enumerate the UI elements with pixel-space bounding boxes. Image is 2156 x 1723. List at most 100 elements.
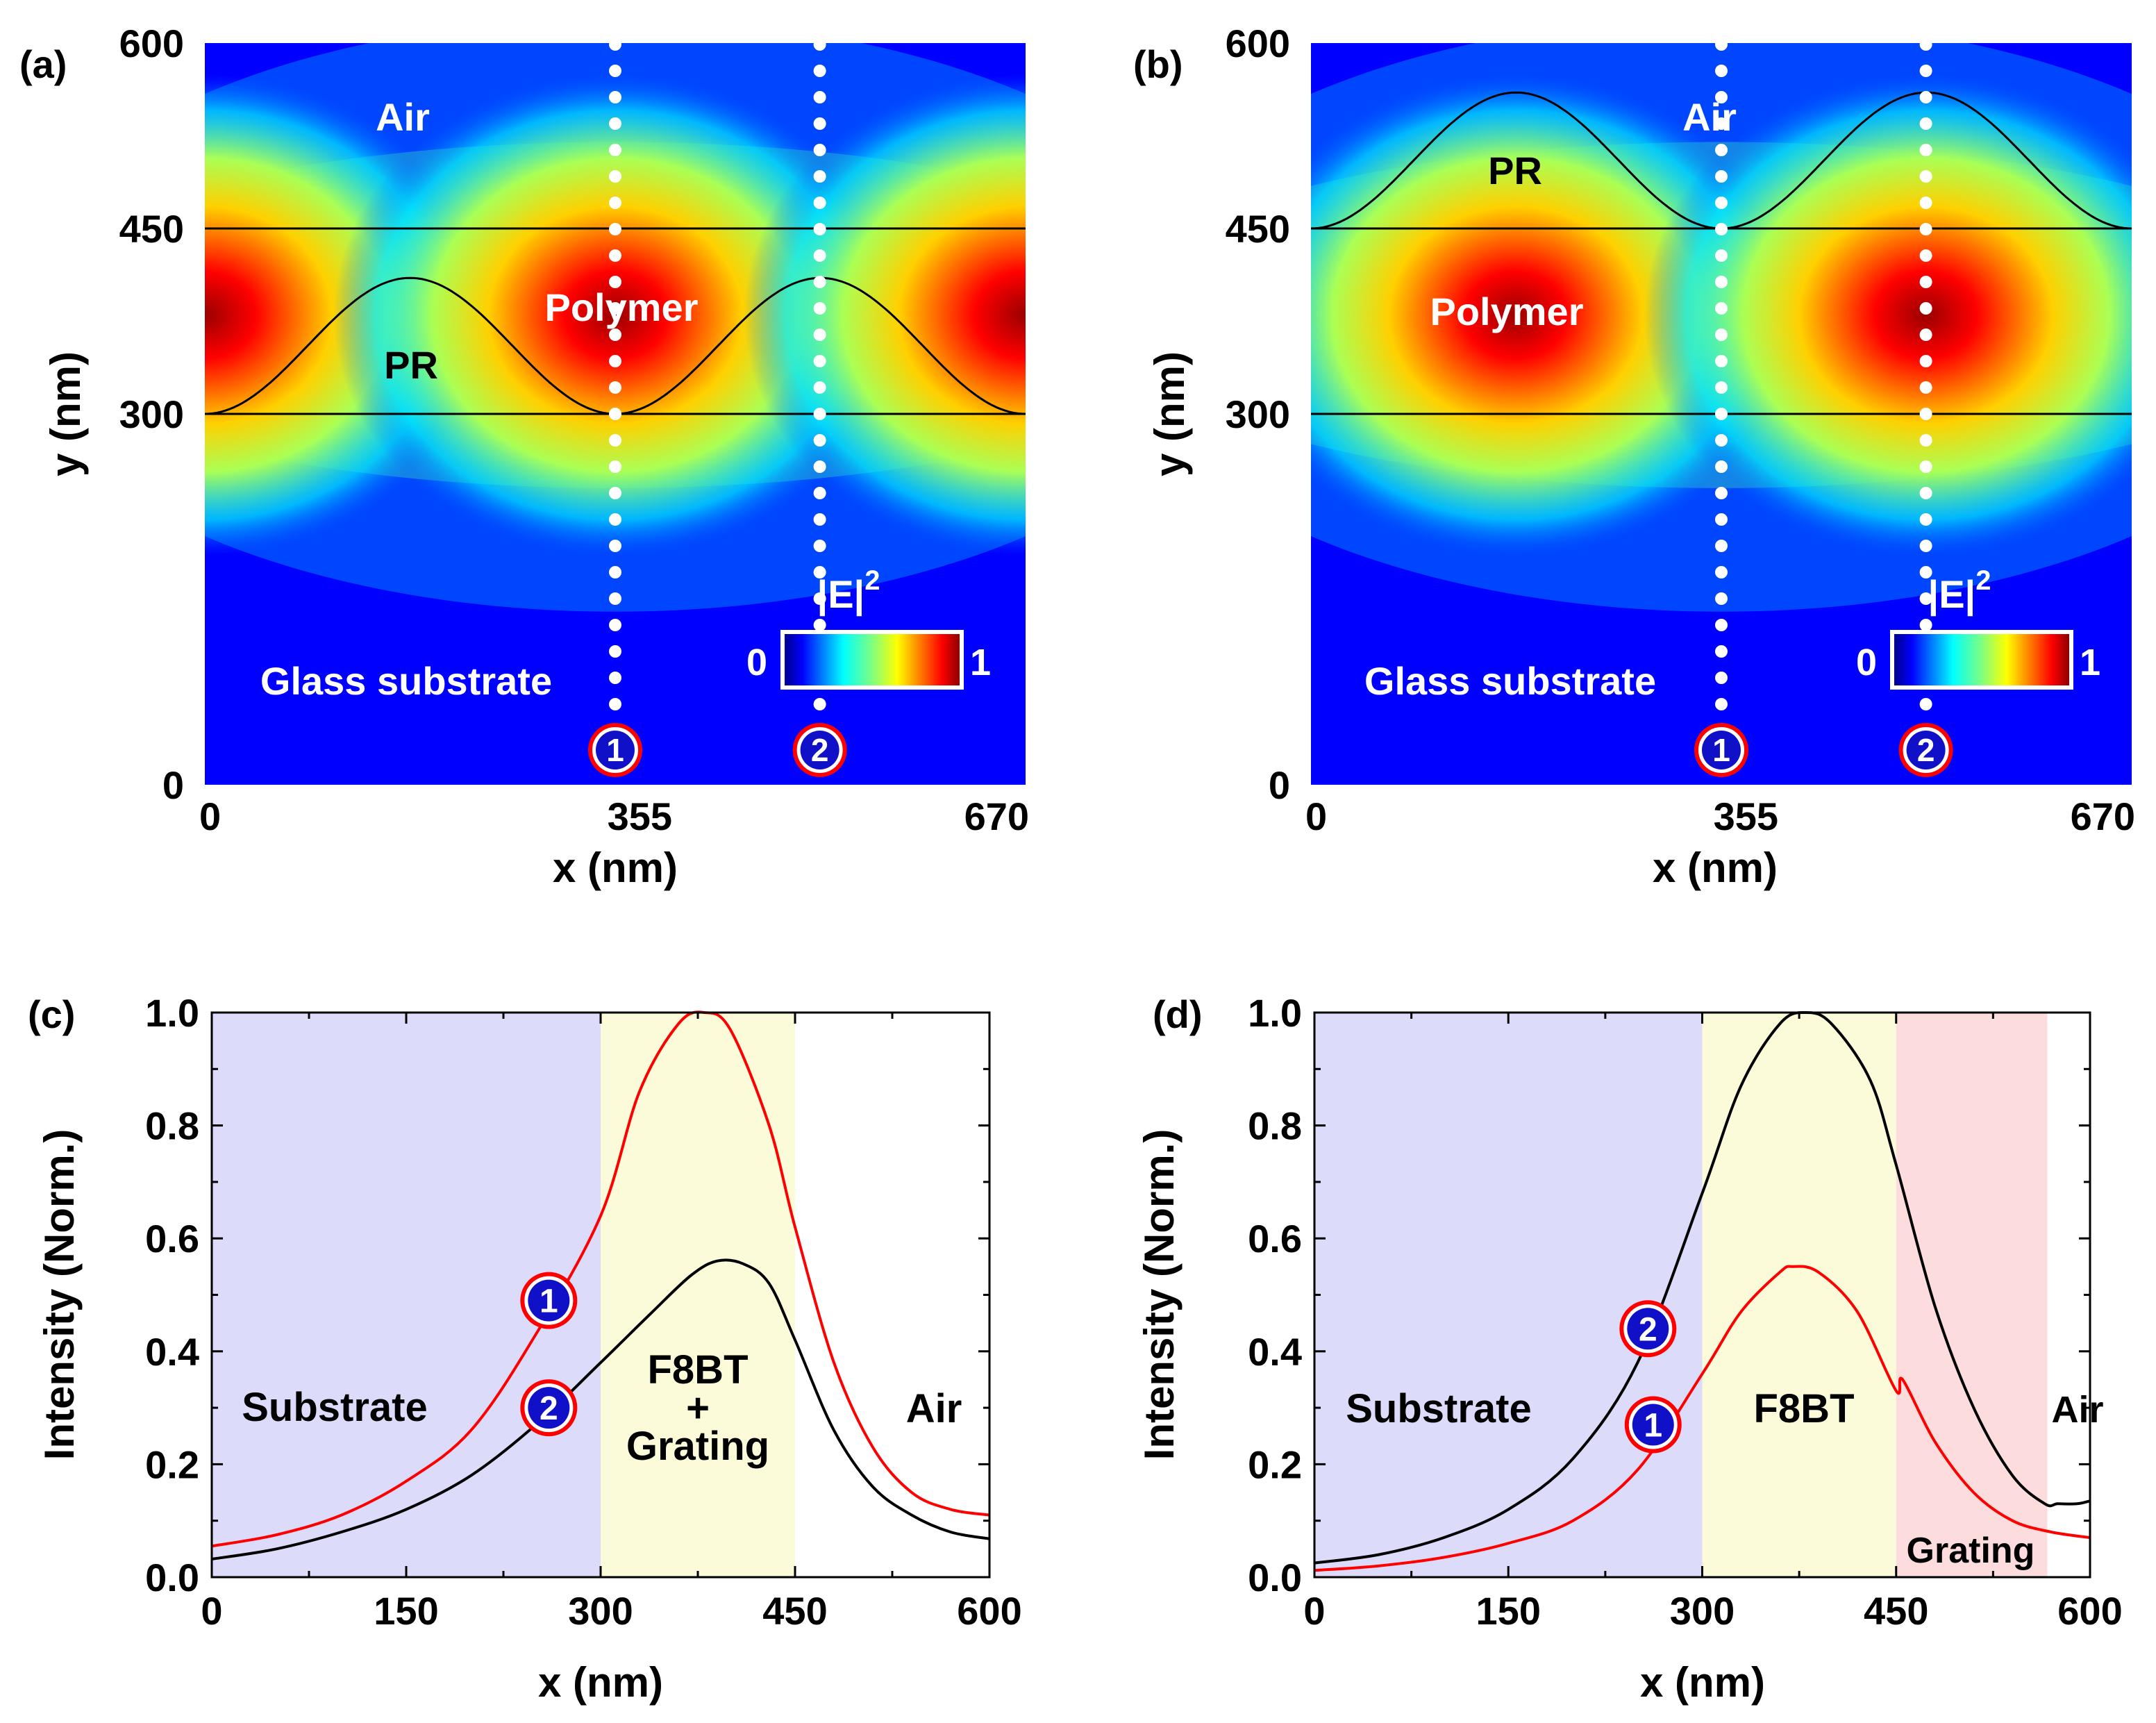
marker-disc: [1702, 731, 1741, 769]
x-tick-label: 450: [1864, 1589, 1928, 1633]
x-tick-label: 600: [2057, 1589, 2122, 1633]
cut-line-dots: [1715, 38, 1932, 710]
cut-line-dot: [609, 672, 621, 684]
y-tick-label: 0.8: [145, 1104, 199, 1148]
colorbar-title: |E|2: [1928, 565, 1991, 617]
cut-line-dot: [1919, 408, 1932, 420]
cut-line-dot: [813, 65, 826, 77]
region-band: [2047, 1013, 2090, 1577]
region-label-substrate: Substrate: [1346, 1386, 1532, 1431]
y-tick-label: 1.0: [1248, 991, 1302, 1035]
field-lobe: [1311, 74, 1798, 556]
cut-line-dot: [1919, 276, 1932, 288]
field-lobe: [744, 74, 1026, 556]
cut-line-dot: [813, 302, 826, 315]
cut-line-dot: [1715, 513, 1728, 526]
region-label-polymer: Polymer: [545, 285, 699, 329]
cut-line-dot: [1715, 302, 1728, 315]
cut-line-dot: [1919, 328, 1932, 341]
cut-line-dot: [609, 276, 621, 288]
panel-label: (c): [28, 992, 75, 1036]
x-tick-labels: 0 355 670: [199, 794, 1029, 838]
colorbar-title-exponent: 2: [864, 565, 880, 596]
cut-line-dot: [1715, 672, 1728, 684]
marker-label: 1: [606, 732, 624, 768]
cut-line-dot: [1919, 117, 1932, 130]
cut-line-dot: [813, 38, 826, 51]
colorbar: 0 1 |E|2: [746, 565, 991, 690]
series-line-2: [211, 1258, 990, 1560]
y-tick-label: 0.2: [1248, 1442, 1302, 1486]
y-tick-label: 0.4: [145, 1330, 199, 1374]
cut-line-dot: [1919, 434, 1932, 447]
material-regions: [212, 1013, 989, 1577]
cut-line-dot: [609, 249, 621, 262]
marker-disc: [1627, 1308, 1669, 1350]
cut-line-dot: [609, 223, 621, 235]
colorbar-min-label: 0: [746, 642, 767, 683]
field-lobe: [333, 74, 897, 556]
y-tick-label: 0.6: [1248, 1217, 1302, 1260]
region-label-grating: Grating: [1907, 1531, 2035, 1571]
axis-ticks: [210, 1011, 991, 1579]
x-tick-label: 150: [1476, 1589, 1541, 1633]
cut-line-dots: [609, 38, 826, 710]
marker-label: 2: [1917, 732, 1935, 768]
y-axis-label: Intensity (Norm.): [36, 1129, 83, 1460]
cut-line-dot: [1715, 91, 1728, 103]
cut-line-dot: [1715, 328, 1728, 341]
marker-label: 2: [540, 1390, 558, 1427]
cut-line-dot: [609, 328, 621, 341]
cut-line-dot: [609, 144, 621, 156]
cut-line-dot: [813, 249, 826, 262]
region-label-f8bt: F8BT: [1754, 1386, 1855, 1431]
cut-line-dot: [1715, 276, 1728, 288]
y-tick-labels: 0 300 450 600: [119, 22, 184, 807]
y-axis-label: Intensity (Norm.): [1136, 1129, 1183, 1460]
x-tick-label: 0: [1303, 1589, 1325, 1633]
cut-line-dot: [1715, 698, 1728, 710]
cut-line-dot: [813, 91, 826, 103]
cut-line-dot: [609, 65, 621, 77]
marker-disc: [1632, 1404, 1674, 1446]
cut-line-dot: [609, 197, 621, 209]
y-tick-label: 0.8: [1248, 1104, 1302, 1148]
colorbar-title-base: |E|: [1928, 572, 1976, 617]
cut-line-dot: [813, 513, 826, 526]
colorbar-title: |E|2: [817, 565, 880, 617]
cut-line-dot: [1919, 170, 1932, 183]
region-band: [795, 1013, 989, 1577]
cut-line-dot: [813, 487, 826, 499]
x-tick-label: 0: [201, 1589, 222, 1633]
cut-line-dot: [1919, 487, 1932, 499]
cut-line-dot: [1715, 223, 1728, 235]
region-label-air: Air: [2051, 1389, 2103, 1431]
cut-line-dot: [1715, 540, 1728, 552]
cut-line-dot: [1919, 592, 1932, 605]
colorbar-min-label: 0: [1856, 642, 1877, 683]
marker-disc: [528, 1279, 570, 1322]
x-tick-label: 150: [374, 1589, 438, 1633]
marker-label: 2: [1639, 1311, 1657, 1348]
colorbar-max-label: 1: [2080, 642, 2100, 683]
cut-line-dot: [1715, 619, 1728, 631]
x-axis-label: x (nm): [553, 844, 678, 891]
series-line-1: [1314, 1265, 2091, 1572]
marker-disc: [800, 731, 839, 769]
x-tick-label: 300: [568, 1589, 633, 1633]
series-line-1: [211, 1010, 990, 1548]
panel-c: Substrate F8BT + Grating Air 12 (c) 0.00.2…: [28, 991, 1022, 1706]
intensity-curves: [211, 1010, 990, 1560]
material-regions: [1314, 1013, 2090, 1577]
region-band: [1896, 1013, 2048, 1577]
panel-label: (a): [19, 42, 67, 86]
cut-line-dot: [813, 460, 826, 473]
y-tick-label: 1.0: [145, 991, 199, 1035]
region-label-air: Air: [376, 95, 430, 139]
region-label-f8bt-line-2: +: [686, 1385, 710, 1431]
region-label-substrate: Substrate: [242, 1385, 428, 1430]
cut-line-dot: [1715, 249, 1728, 262]
cut-line-dot: [1715, 434, 1728, 447]
